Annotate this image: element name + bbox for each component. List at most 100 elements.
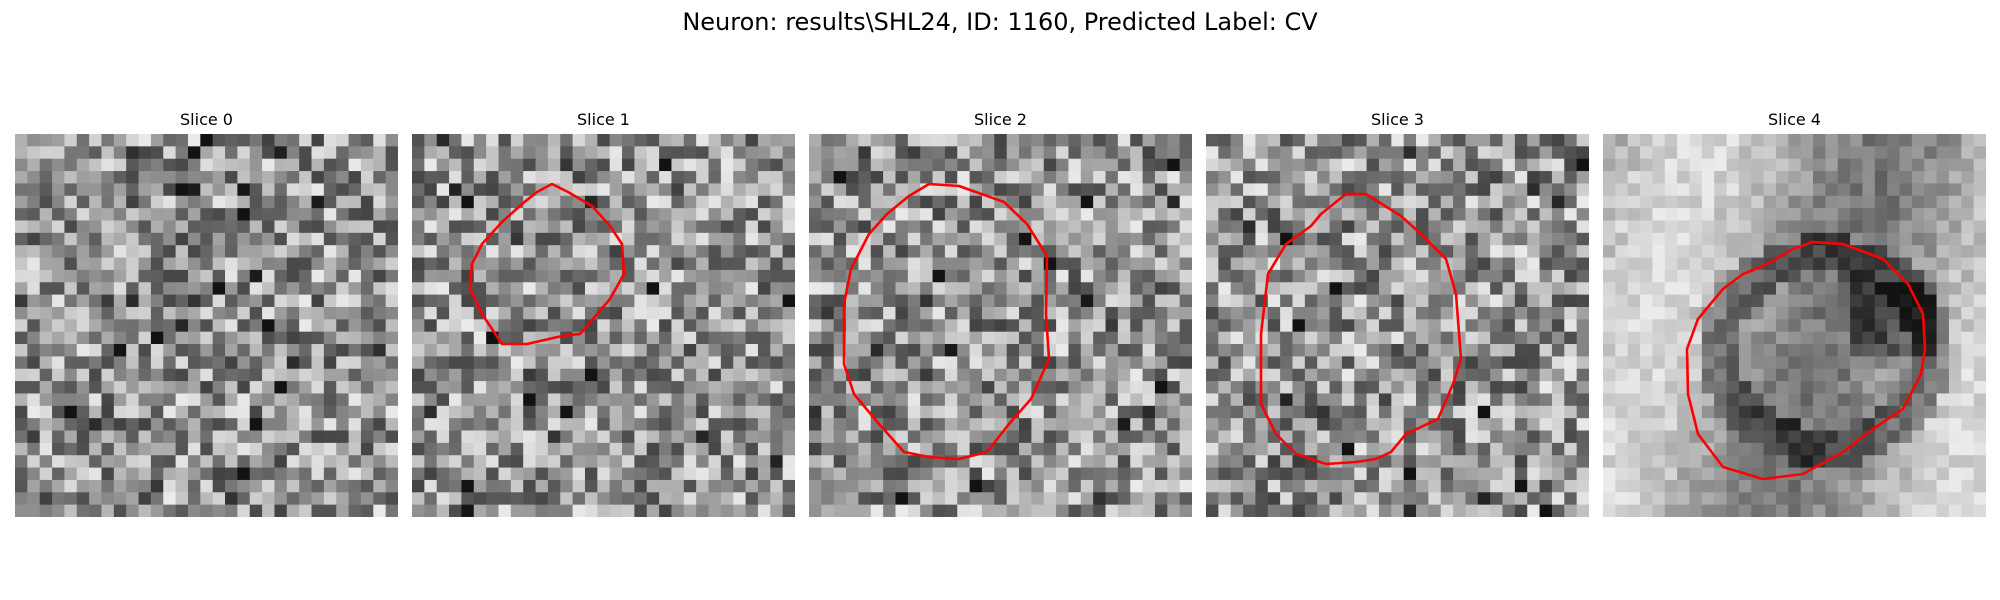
image-pixel	[1640, 134, 1654, 147]
image-pixel	[1031, 134, 1045, 147]
image-pixel	[1514, 208, 1528, 222]
image-pixel	[1068, 294, 1082, 308]
image-pixel	[1502, 220, 1516, 234]
image-pixel	[1142, 442, 1156, 456]
image-pixel	[1403, 158, 1417, 172]
image-pixel	[1490, 492, 1504, 506]
image-pixel	[733, 455, 747, 469]
image-pixel	[424, 171, 438, 185]
image-pixel	[1689, 171, 1703, 185]
image-pixel	[1105, 171, 1119, 185]
image-pixel	[1179, 158, 1192, 172]
image-pixel	[461, 381, 475, 395]
image-pixel	[770, 393, 784, 407]
image-pixel	[1502, 269, 1516, 283]
image-pixel	[535, 430, 549, 444]
image-pixel	[1640, 232, 1654, 246]
image-pixel	[1006, 158, 1020, 172]
image-pixel	[76, 306, 90, 320]
image-pixel	[1292, 479, 1306, 493]
image-pixel	[237, 504, 251, 517]
image-pixel	[412, 405, 425, 419]
image-pixel	[1329, 344, 1343, 357]
image-pixel	[609, 430, 623, 444]
image-pixel	[1664, 269, 1678, 283]
image-pixel	[957, 479, 971, 493]
image-pixel	[809, 344, 822, 357]
image-pixel	[1911, 269, 1925, 283]
image-pixel	[1862, 319, 1876, 333]
image-pixel	[1899, 245, 1913, 259]
image-pixel	[1850, 232, 1864, 246]
image-pixel	[1105, 269, 1119, 283]
image-pixel	[126, 504, 140, 517]
image-pixel	[883, 245, 897, 259]
image-pixel	[870, 467, 884, 481]
image-pixel	[175, 442, 189, 456]
image-pixel	[1440, 467, 1454, 481]
image-pixel	[745, 245, 759, 259]
image-pixel	[634, 418, 648, 432]
image-pixel	[1167, 356, 1181, 370]
image-pixel	[1167, 442, 1181, 456]
image-pixel	[782, 232, 795, 246]
image-pixel	[957, 245, 971, 259]
image-pixel	[249, 344, 263, 357]
image-pixel	[1206, 232, 1219, 246]
image-pixel	[1788, 306, 1802, 320]
image-pixel	[1416, 319, 1429, 333]
image-pixel	[1179, 356, 1192, 370]
image-pixel	[622, 171, 635, 185]
image-pixel	[523, 282, 537, 296]
image-pixel	[1080, 393, 1094, 407]
image-pixel	[1019, 306, 1032, 320]
image-pixel	[1948, 479, 1962, 493]
image-pixel	[932, 356, 946, 370]
image-pixel	[1477, 331, 1491, 345]
image-pixel	[262, 356, 276, 370]
image-pixel	[1788, 146, 1802, 160]
image-pixel	[1726, 195, 1740, 209]
image-pixel	[1788, 134, 1802, 147]
image-pixel	[1428, 134, 1442, 147]
image-pixel	[1142, 381, 1156, 395]
image-pixel	[683, 269, 697, 283]
image-pixel	[1056, 479, 1070, 493]
image-pixel	[1948, 245, 1962, 259]
image-pixel	[27, 368, 41, 382]
image-pixel	[1391, 356, 1405, 370]
image-pixel	[770, 220, 784, 234]
image-pixel	[920, 418, 934, 432]
image-pixel	[597, 467, 611, 481]
image-pixel	[1701, 232, 1715, 246]
image-pixel	[1416, 368, 1429, 382]
image-pixel	[671, 269, 685, 283]
image-pixel	[1267, 319, 1281, 333]
image-pixel	[870, 294, 884, 308]
image-pixel	[473, 405, 487, 419]
image-pixel	[39, 455, 53, 469]
image-pixel	[1292, 418, 1306, 432]
image-pixel	[1068, 208, 1082, 222]
image-pixel	[1267, 183, 1281, 197]
image-pixel	[1911, 282, 1925, 296]
image-pixel	[101, 294, 115, 308]
image-pixel	[757, 220, 771, 234]
image-pixel	[671, 504, 685, 517]
image-pixel	[15, 418, 28, 432]
image-pixel	[89, 183, 103, 197]
image-pixel	[113, 331, 127, 345]
image-pixel	[1179, 306, 1192, 320]
image-pixel	[76, 442, 90, 456]
image-pixel	[1378, 393, 1392, 407]
image-pixel	[461, 158, 475, 172]
image-pixel	[299, 269, 313, 283]
image-pixel	[1751, 455, 1765, 469]
image-pixel	[200, 294, 214, 308]
image-pixel	[634, 232, 648, 246]
image-pixel	[1043, 430, 1057, 444]
image-pixel	[870, 492, 884, 506]
image-pixel	[1677, 134, 1691, 147]
image-pixel	[473, 381, 487, 395]
image-pixel	[348, 257, 362, 271]
